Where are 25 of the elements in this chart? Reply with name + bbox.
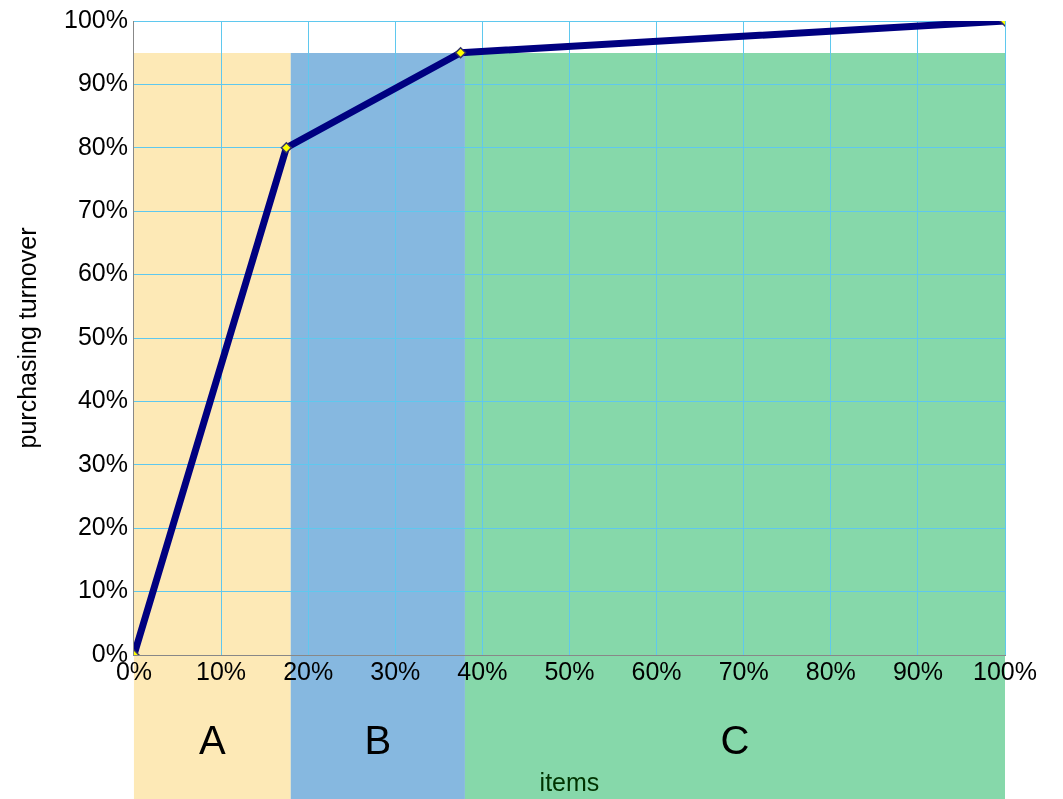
y-axis-title: purchasing turnover [12, 227, 41, 449]
y-tick-label: 100% [63, 4, 128, 33]
y-tick-label: 70% [77, 195, 128, 224]
y-tick-label: 40% [77, 385, 128, 414]
x-axis-title: items [539, 767, 600, 796]
x-tick-label: 60% [631, 656, 682, 685]
y-tick-label: 30% [77, 448, 128, 477]
x-tick-label: 100% [973, 656, 1037, 685]
x-tick-label: 30% [370, 656, 421, 685]
y-tick-label: 90% [77, 68, 128, 97]
x-tick-label: 10% [196, 656, 247, 685]
x-tick-label: 20% [283, 656, 334, 685]
y-tick-label: 10% [77, 575, 128, 604]
y-tick-label: 80% [77, 131, 128, 160]
x-tick-label: 80% [805, 656, 856, 685]
band-label: A [198, 718, 226, 763]
x-tick-label: 40% [457, 656, 508, 685]
x-tick-label: 90% [892, 656, 943, 685]
band-label: C [720, 718, 750, 763]
y-tick-label: 20% [77, 512, 128, 541]
x-tick-label: 70% [718, 656, 769, 685]
y-tick-label: 50% [77, 321, 128, 350]
x-tick-label: 50% [544, 656, 595, 685]
band-label: B [364, 718, 392, 763]
y-tick-label: 60% [77, 258, 128, 287]
